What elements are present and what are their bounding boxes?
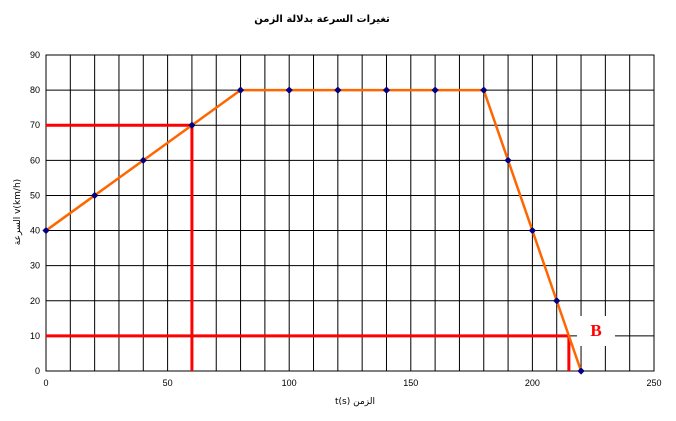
y-tick-label: 70: [30, 120, 40, 130]
x-tick-label: 150: [403, 378, 418, 388]
x-tick-label: 50: [163, 378, 173, 388]
plot-frame: [45, 54, 655, 372]
data-point: [42, 226, 50, 235]
x-tick-label: 0: [43, 378, 48, 388]
annotation-b: B: [590, 321, 601, 340]
chart-title: تغيرات السرعة بدلالة الزمن: [254, 14, 390, 25]
annotation-box: [577, 316, 615, 346]
x-axis-label: t(s) الزمن: [335, 397, 375, 407]
y-tick-label: 0: [35, 366, 40, 376]
data-point: [528, 226, 536, 235]
data-point: [431, 86, 439, 94]
y-tick-label: 40: [30, 226, 40, 236]
reference-lines: [46, 123, 571, 371]
data-point: [91, 191, 99, 200]
grid: [45, 54, 655, 372]
y-tick-label: 30: [30, 261, 40, 271]
data-point: [480, 86, 488, 94]
data-point: [139, 156, 147, 164]
series-line: [45, 88, 583, 372]
data-point: [188, 121, 196, 129]
y-axis-label: السرعة v(km/h): [13, 179, 23, 245]
data-point: [504, 156, 512, 164]
y-tick-label: 90: [30, 50, 40, 60]
x-tick-label: 100: [282, 378, 297, 388]
x-tick-label: 200: [525, 378, 540, 388]
data-point: [382, 86, 391, 94]
y-tick-label: 50: [30, 190, 40, 200]
y-tick-label: 20: [30, 296, 40, 306]
y-tick-label: 80: [30, 85, 40, 95]
y-tick-label: 10: [30, 331, 40, 341]
y-tick-label: 60: [30, 155, 40, 165]
series: [42, 86, 585, 375]
data-point: [285, 86, 293, 94]
x-tick-label: 250: [646, 378, 661, 388]
tick-labels: 0 10 20 30 40 50 60 70 80 90 0 50 100 150 200 250: [30, 50, 662, 388]
data-point: [577, 367, 585, 375]
data-point: [334, 86, 342, 94]
data-point: [553, 297, 561, 305]
data-point: [236, 86, 245, 94]
